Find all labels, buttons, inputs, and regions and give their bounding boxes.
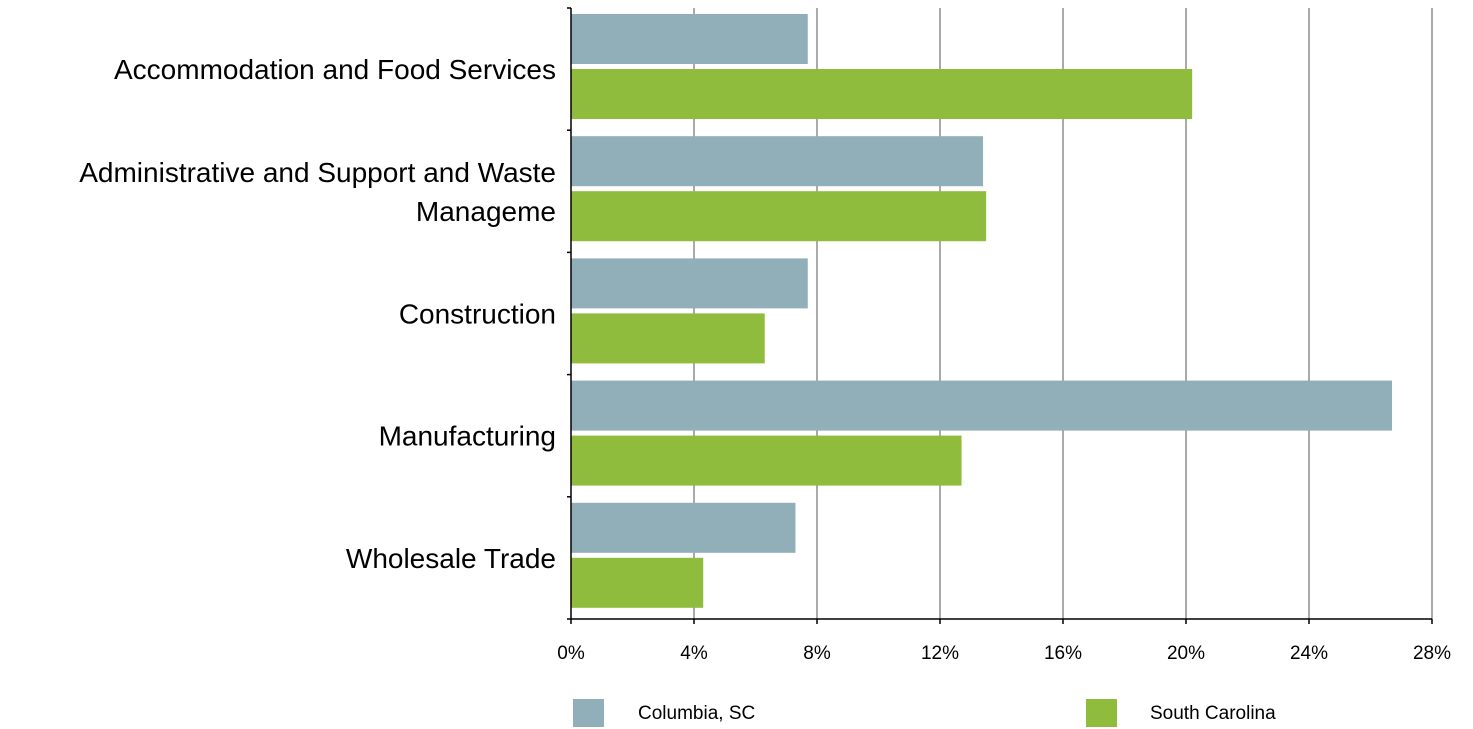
- bar: [571, 258, 808, 309]
- category-labels: Accommodation and Food Services Administr…: [79, 54, 556, 574]
- legend-swatch: [1086, 699, 1117, 727]
- bar: [571, 435, 962, 486]
- bar: [571, 313, 765, 364]
- bar: [571, 502, 796, 553]
- legend-swatch: [573, 699, 604, 727]
- x-tick-label: 12%: [921, 643, 959, 664]
- category-label: Construction: [399, 299, 556, 330]
- x-tick-label: 20%: [1167, 643, 1205, 664]
- bar: [571, 191, 987, 242]
- x-tick-label: 28%: [1413, 643, 1451, 664]
- axes: [567, 7, 1433, 624]
- legend-label: Columbia, SC: [638, 703, 755, 724]
- bar: [571, 557, 704, 608]
- legend-label: South Carolina: [1150, 703, 1276, 724]
- x-tick-label: 16%: [1044, 643, 1082, 664]
- x-tick-labels: 0% 4% 8% 12% 16% 20% 24% 28%: [557, 643, 1451, 664]
- category-label: Manufacturing: [379, 421, 556, 452]
- bar: [571, 136, 984, 187]
- bar: [571, 14, 808, 64]
- category-label: Administrative and Support and Waste Mana…: [79, 157, 556, 227]
- bar: [571, 69, 1193, 119]
- category-label: Accommodation and Food Services: [114, 54, 556, 85]
- category-label: Wholesale Trade: [346, 543, 556, 574]
- legend: Columbia, SC South Carolina: [573, 699, 1276, 727]
- x-tick-label: 0%: [557, 643, 585, 664]
- x-tick-label: 24%: [1290, 643, 1328, 664]
- x-tick-label: 4%: [680, 643, 708, 664]
- bars: [571, 14, 1393, 608]
- bar: [571, 380, 1393, 431]
- x-tick-label: 8%: [803, 643, 831, 664]
